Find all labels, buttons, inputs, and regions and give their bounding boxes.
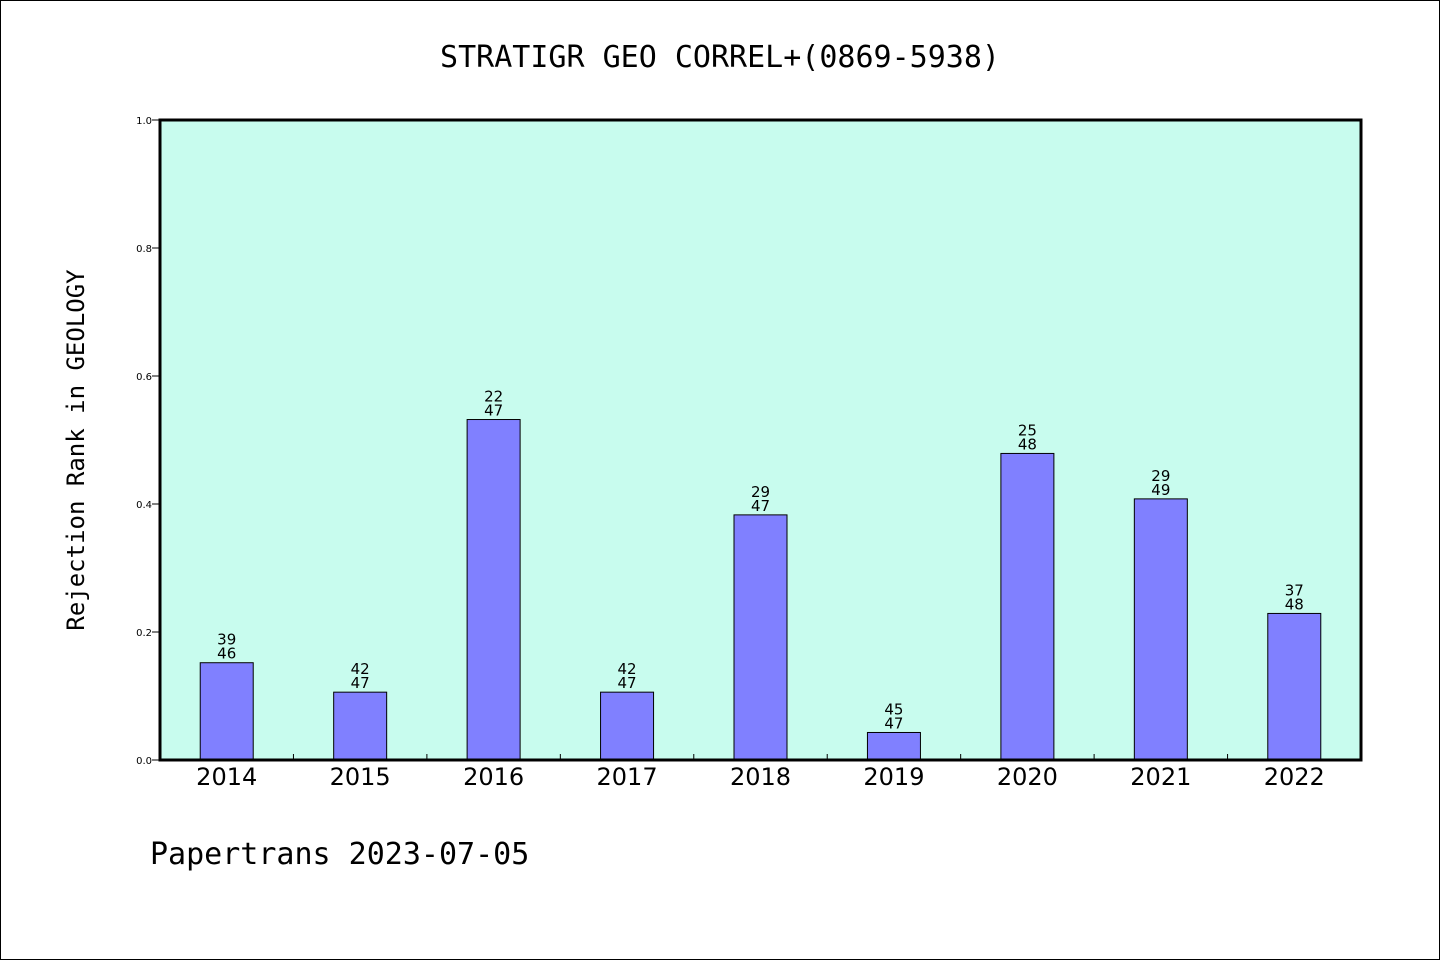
x-tick-label: 2014 bbox=[196, 763, 257, 791]
x-tick-label: 2017 bbox=[597, 763, 658, 791]
y-tick-label: 0.2 bbox=[136, 628, 152, 639]
bar-label-bottom: 48 bbox=[1018, 435, 1037, 453]
bar-label-top: 42 bbox=[351, 660, 370, 678]
chart-title: STRATIGR GEO CORREL+(0869-5938) bbox=[440, 40, 1000, 75]
bar-label-top: 29 bbox=[1151, 467, 1170, 485]
footer-text: Papertrans 2023-07-05 bbox=[150, 837, 529, 872]
y-axis-label: Rejection Rank in GEOLOGY bbox=[62, 269, 90, 631]
bar-label-bottom: 47 bbox=[751, 497, 770, 515]
y-tick-label: 0.0 bbox=[136, 756, 152, 767]
bar-label-top: 22 bbox=[484, 388, 503, 406]
bar-label-top: 25 bbox=[1018, 421, 1037, 439]
bar-2015 bbox=[333, 691, 388, 761]
bar-label-bottom: 47 bbox=[884, 714, 903, 732]
x-tick-label: 2022 bbox=[1264, 763, 1325, 791]
x-tick-label: 2016 bbox=[463, 763, 524, 791]
bar-2022 bbox=[1267, 612, 1322, 761]
bar-label-bottom: 48 bbox=[1285, 595, 1304, 613]
x-tick-label: 2018 bbox=[730, 763, 791, 791]
x-axis: 2014 2015 2016 2017 2018 2019 2020 2021 2022 bbox=[196, 754, 1325, 791]
bar-2016 bbox=[466, 419, 521, 761]
plot-border bbox=[158, 118, 1363, 762]
bar-label-top: 42 bbox=[618, 660, 637, 678]
x-tick-label: 2019 bbox=[863, 763, 924, 791]
bar-label-top: 29 bbox=[751, 483, 770, 501]
x-tick-label: 2021 bbox=[1130, 763, 1191, 791]
bar-2021 bbox=[1133, 498, 1188, 761]
bar-2014 bbox=[199, 662, 254, 761]
bar-label-bottom: 47 bbox=[351, 674, 370, 692]
bar-2020 bbox=[1000, 452, 1055, 761]
bar-label-bottom: 47 bbox=[618, 674, 637, 692]
y-axis: 0.0 0.2 0.4 0.6 0.8 1.0 bbox=[136, 116, 160, 767]
bar-label-bottom: 47 bbox=[484, 402, 503, 420]
bar-label-top: 37 bbox=[1285, 581, 1304, 599]
bar-2019 bbox=[866, 731, 921, 761]
y-tick-label: 1.0 bbox=[136, 116, 152, 127]
bar-label-top: 39 bbox=[217, 631, 236, 649]
bar-label-top: 45 bbox=[884, 700, 903, 718]
bar-2018 bbox=[733, 514, 788, 761]
x-tick-label: 2020 bbox=[997, 763, 1058, 791]
bar-label-bottom: 49 bbox=[1151, 481, 1170, 499]
y-tick-label: 0.8 bbox=[136, 244, 152, 255]
x-tick-label: 2015 bbox=[330, 763, 391, 791]
y-tick-label: 0.6 bbox=[136, 372, 152, 383]
bar-label-bottom: 46 bbox=[217, 645, 236, 663]
bar-2017 bbox=[600, 691, 655, 761]
bars-group bbox=[199, 419, 1322, 761]
y-tick-label: 0.4 bbox=[136, 500, 152, 511]
